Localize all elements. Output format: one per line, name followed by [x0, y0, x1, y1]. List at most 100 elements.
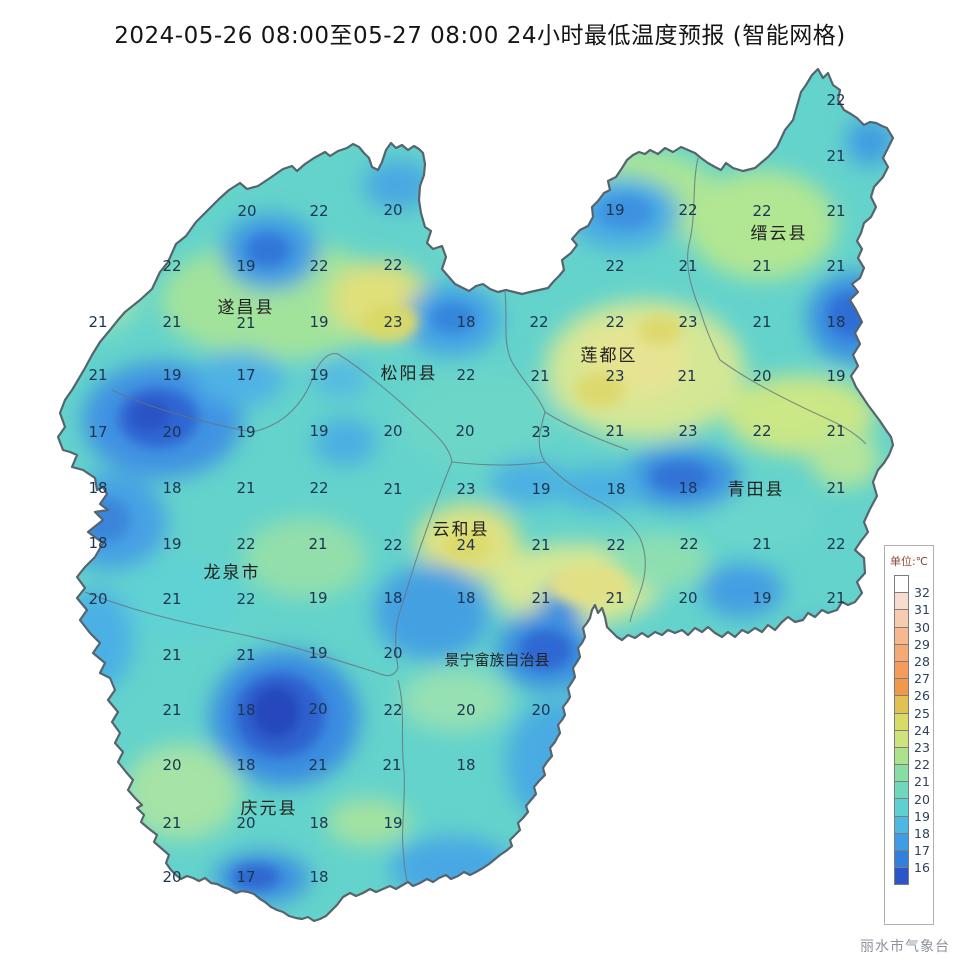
district-boundaries: [84, 157, 867, 883]
temp-value: 19: [309, 422, 328, 440]
legend-swatch: [894, 695, 909, 714]
temp-value: 18: [826, 313, 845, 331]
legend-swatch: [894, 678, 909, 697]
temp-value: 21: [531, 536, 550, 554]
legend: 单位:℃ 32 31 30 29 28 27 26 25 24 23 22 21 20 19 18 17 16: [884, 545, 934, 925]
legend-swatch: [894, 815, 909, 834]
temp-value: 20: [88, 590, 107, 608]
temp-value: 21: [308, 756, 327, 774]
station-credit: 丽水市气象台: [860, 939, 950, 955]
temp-value: 23: [531, 423, 550, 441]
temp-value: 20: [383, 644, 402, 662]
legend-tick-label: 24: [914, 722, 930, 738]
legend-tick-label: 31: [914, 602, 930, 618]
temp-value: 23: [605, 367, 624, 385]
temp-value: 22: [752, 422, 771, 440]
temp-value: 21: [530, 367, 549, 385]
temp-value: 20: [308, 700, 327, 718]
temp-value: 22: [752, 202, 771, 220]
temp-value: 18: [236, 701, 255, 719]
temp-value: 21: [826, 202, 845, 220]
temp-value: 18: [88, 534, 107, 552]
temp-value: 19: [531, 480, 550, 498]
temp-value: 20: [752, 367, 771, 385]
legend-tick-label: 32: [914, 585, 930, 601]
legend-swatch: [894, 746, 909, 766]
legend-tick-label: 19: [914, 808, 930, 824]
district-label: 缙云县: [751, 224, 808, 243]
temp-value: 18: [236, 756, 255, 774]
temp-value: 22: [162, 257, 181, 275]
legend-color-scale: [894, 575, 909, 886]
temp-value: 19: [236, 423, 255, 441]
district-label: 景宁畲族自治县: [444, 652, 549, 669]
temp-value: 19: [826, 367, 845, 385]
temp-value: 22: [236, 535, 255, 553]
legend-tick-label: 25: [914, 705, 930, 721]
legend-swatch: [894, 764, 909, 783]
legend-tick-label: 17: [914, 843, 930, 859]
legend-swatch: [894, 712, 909, 731]
legend-tick-label: 21: [914, 774, 930, 790]
legend-swatch: [894, 660, 909, 680]
temp-value: 19: [383, 814, 402, 832]
district-label: 遂昌县: [218, 298, 275, 317]
temp-value: 21: [88, 313, 107, 331]
temp-value: 20: [456, 701, 475, 719]
temp-value: 20: [383, 422, 402, 440]
temp-value: 18: [606, 480, 625, 498]
temp-value: 17: [88, 423, 107, 441]
temp-value: 21: [162, 701, 181, 719]
temperature-values: 22 21 20 22 20 19 22 22 21 22 19 22 22 22 21 21 21 21 21 21…: [88, 91, 845, 886]
temp-value: 19: [162, 366, 181, 384]
temp-value: 21: [752, 535, 771, 553]
temp-value: 21: [382, 756, 401, 774]
temp-value: 22: [309, 202, 328, 220]
temp-value: 21: [826, 257, 845, 275]
temp-value: 24: [456, 536, 475, 554]
temp-value: 20: [383, 201, 402, 219]
temp-value: 18: [88, 479, 107, 497]
temp-value: 22: [679, 535, 698, 553]
legend-tick-label: 26: [914, 688, 930, 704]
legend-swatch: [894, 850, 909, 869]
legend-tick-label: 18: [914, 826, 930, 841]
legend-swatch: [894, 798, 909, 817]
temp-value: 22: [236, 590, 255, 608]
temp-value: 21: [236, 479, 255, 497]
legend-swatch: [894, 729, 909, 748]
temp-value: 21: [752, 313, 771, 331]
temp-value: 19: [162, 535, 181, 553]
legend-tick-label: 23: [914, 740, 930, 755]
legend-tick-label: 30: [914, 619, 930, 635]
temp-value: 21: [162, 313, 181, 331]
district-label: 青田县: [728, 480, 785, 499]
temp-value: 20: [236, 814, 255, 832]
temp-value: 21: [752, 257, 771, 275]
legend-tick-label: 27: [914, 671, 930, 687]
temp-value: 20: [237, 202, 256, 220]
temp-value: 21: [162, 646, 181, 664]
temp-value: 20: [678, 589, 697, 607]
temp-value: 22: [383, 536, 402, 554]
temp-value: 21: [162, 814, 181, 832]
temp-value: 21: [308, 535, 327, 553]
temp-value: 22: [605, 313, 624, 331]
legend-swatch: [894, 867, 909, 886]
temp-value: 22: [529, 313, 548, 331]
temp-value: 20: [455, 422, 474, 440]
temp-value: 21: [826, 147, 845, 165]
temp-value: 21: [677, 367, 696, 385]
temp-value: 22: [678, 201, 697, 219]
city-boundary: [56, 67, 895, 923]
temp-value: 22: [605, 257, 624, 275]
legend-tick-label: 20: [914, 791, 930, 807]
temp-value: 17: [236, 366, 255, 384]
temp-value: 22: [309, 257, 328, 275]
temp-value: 22: [383, 256, 402, 274]
legend-tick-label: 29: [914, 636, 930, 652]
temp-value: 19: [236, 257, 255, 275]
temp-value: 19: [605, 201, 624, 219]
